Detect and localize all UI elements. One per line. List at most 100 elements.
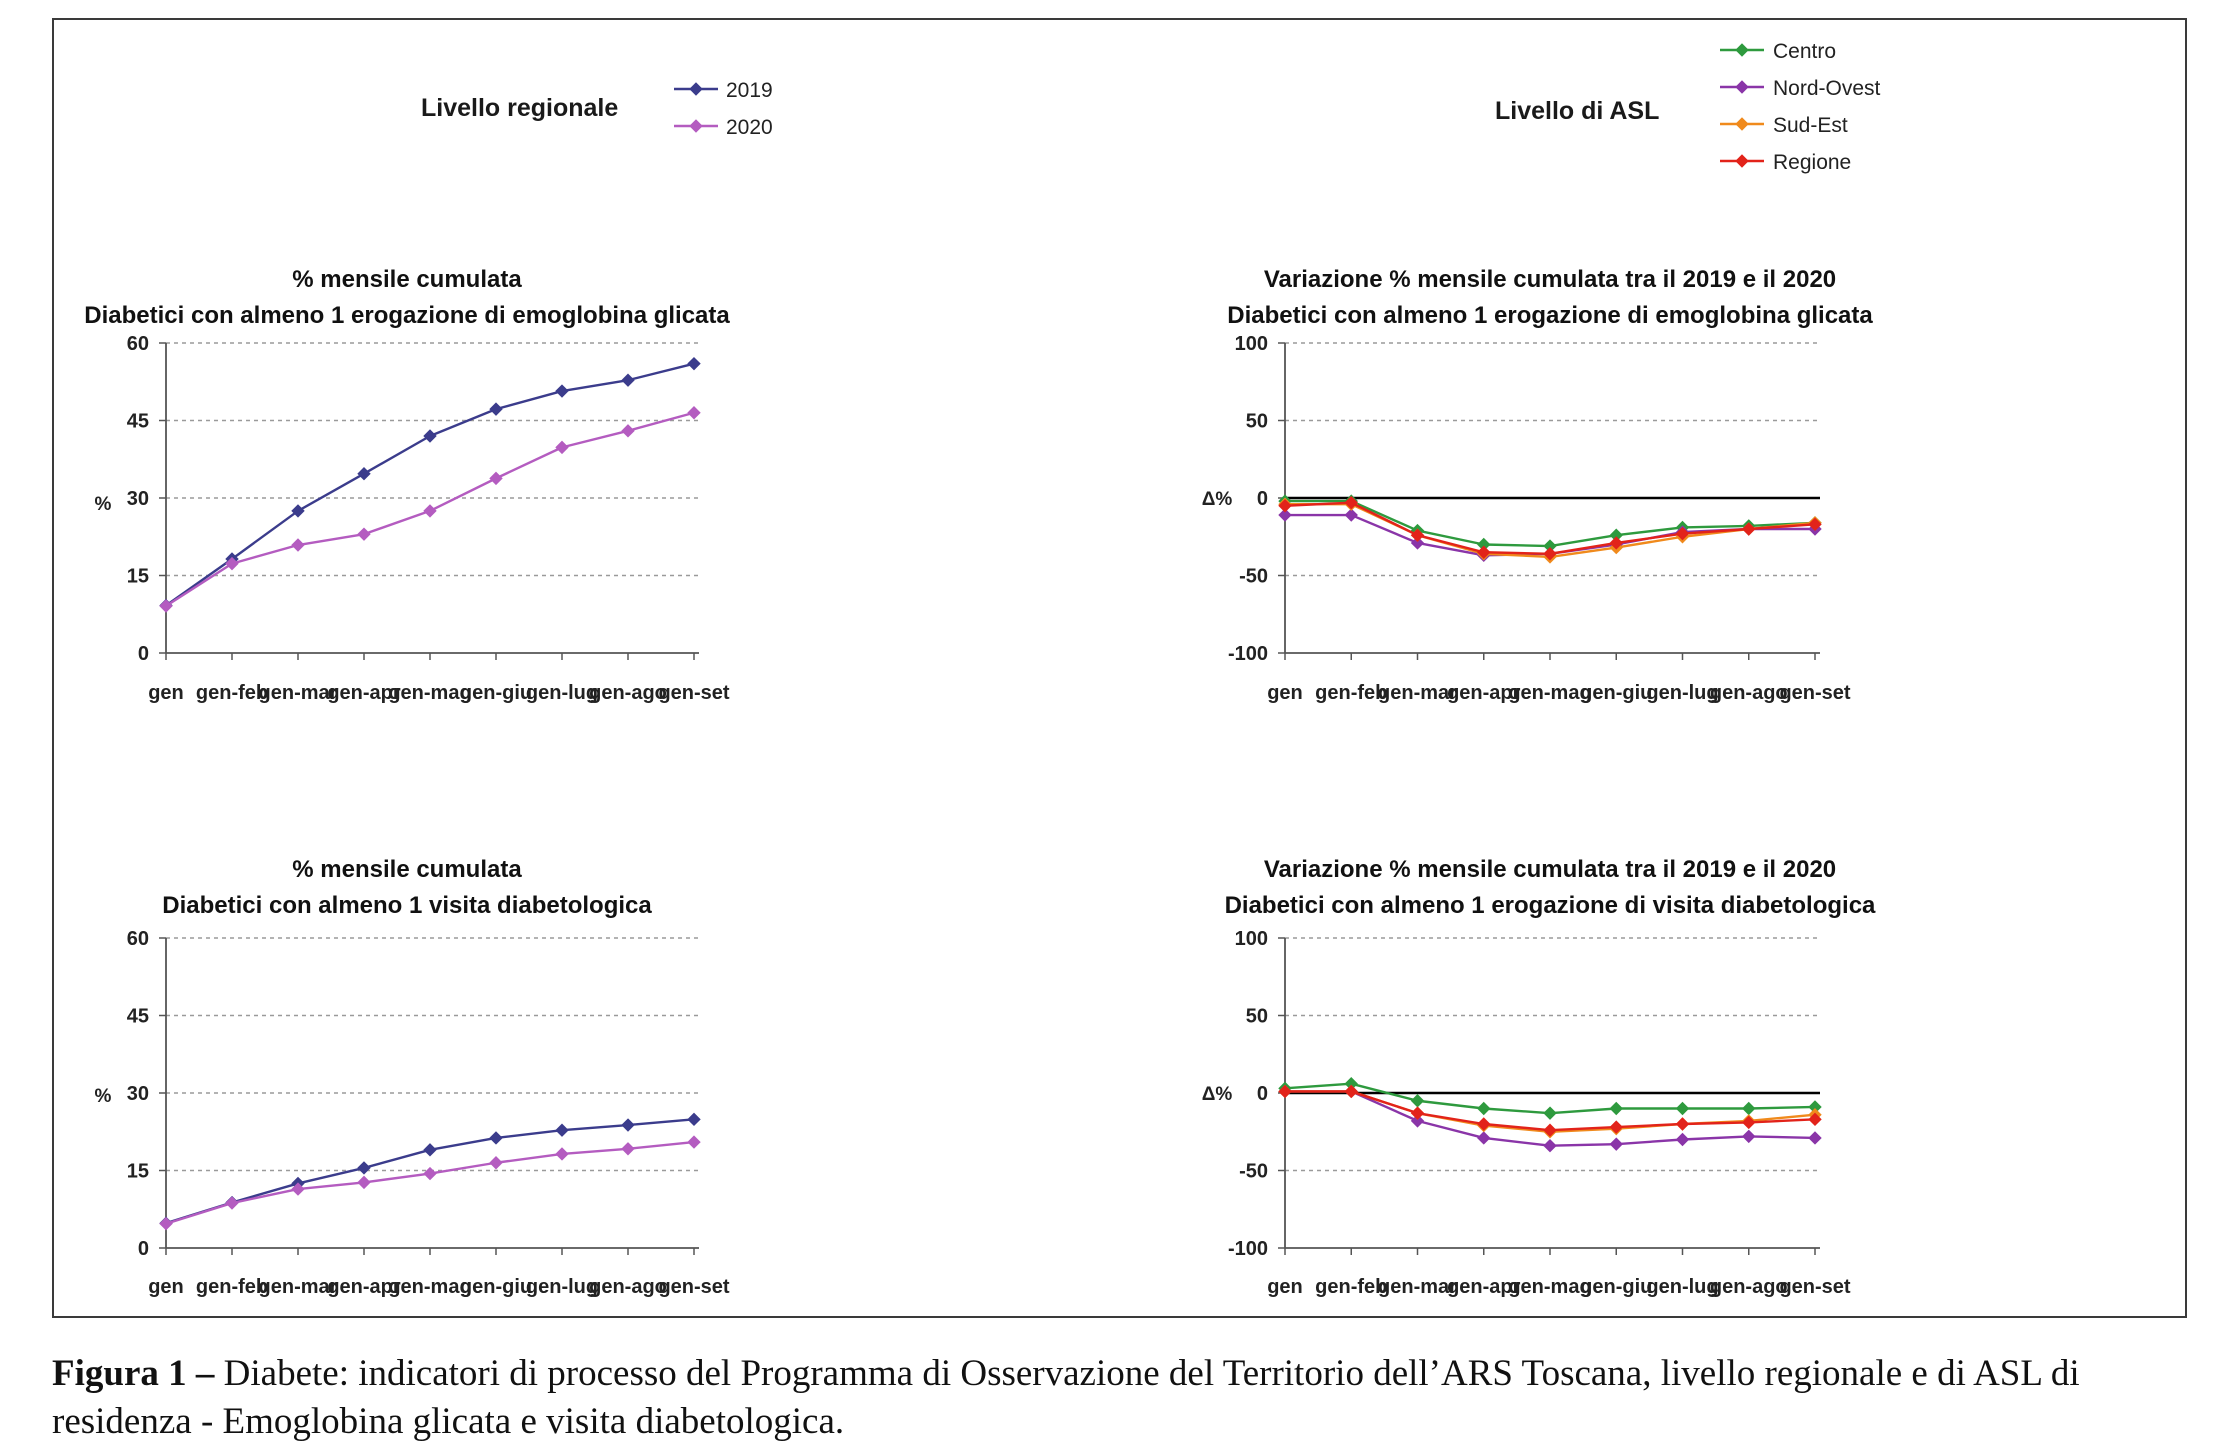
y-tick-label: 100 xyxy=(1235,928,1268,950)
x-tick-label: gen-set xyxy=(1779,682,1850,704)
y-axis-label: Δ% xyxy=(1202,489,1233,510)
x-tick-label: gen-lug xyxy=(526,1276,598,1298)
data-point-centro xyxy=(1410,1094,1425,1108)
x-tick-label: gen-apr xyxy=(327,1276,401,1298)
data-point-nord-ovest xyxy=(1609,1137,1623,1151)
y-axis-label: % xyxy=(95,494,112,515)
y-tick-label: 15 xyxy=(127,566,149,588)
x-tick-label: gen-lug xyxy=(1646,1276,1718,1298)
y-tick-label: 0 xyxy=(1257,488,1268,510)
x-tick-label: gen xyxy=(1267,1276,1303,1298)
y-tick-label: 100 xyxy=(1235,333,1268,355)
data-point-nord-ovest xyxy=(1742,1129,1756,1144)
series-line-2019 xyxy=(165,362,695,607)
data-point-2019 xyxy=(357,467,371,481)
data-point-2020 xyxy=(357,1175,371,1190)
series-centro xyxy=(1278,494,1822,553)
y-axis-label: % xyxy=(95,1086,112,1107)
chart-title: % mensile cumulata xyxy=(292,266,522,293)
legend-marker-sud-est xyxy=(1735,117,1749,131)
legend-label-sud-est: Sud-Est xyxy=(1773,114,1848,137)
y-tick-label: -50 xyxy=(1239,1161,1268,1183)
data-point-regione xyxy=(1278,499,1292,513)
data-point-nord-ovest xyxy=(1675,1132,1690,1147)
legend-marker-nord-ovest xyxy=(1735,80,1749,94)
data-point-regione xyxy=(1410,528,1425,542)
data-point-2019 xyxy=(423,1143,437,1157)
chart-title: Diabetici con almeno 1 erogazione di emo… xyxy=(84,302,730,329)
x-tick-label: gen-set xyxy=(658,682,729,704)
data-point-2020 xyxy=(489,471,503,486)
legend-label-centro: Centro xyxy=(1773,40,1836,63)
legend-marker-2020 xyxy=(689,119,703,133)
data-point-2020 xyxy=(159,599,173,613)
data-point-centro xyxy=(1742,1101,1756,1116)
y-tick-label: 0 xyxy=(138,1238,149,1260)
series-nord-ovest xyxy=(1278,1084,1822,1153)
legend-label-nord-ovest: Nord-Ovest xyxy=(1773,77,1881,100)
x-tick-label: gen-mag xyxy=(1508,1276,1591,1298)
y-tick-label: -100 xyxy=(1228,643,1268,665)
chart-title: % mensile cumulata xyxy=(292,856,522,883)
series-regione xyxy=(1278,495,1822,561)
figure-charts: % mensile cumulata Diabetici con almeno 1… xyxy=(84,40,1881,1298)
y-tick-label: 0 xyxy=(1257,1083,1268,1105)
data-point-2019 xyxy=(555,384,569,398)
y-tick-label: 45 xyxy=(127,411,149,433)
x-tick-label: gen-set xyxy=(1779,1276,1850,1298)
data-point-regione xyxy=(1808,1112,1822,1127)
data-point-nord-ovest xyxy=(1477,1131,1491,1145)
x-tick-label: gen-giu xyxy=(1580,1276,1652,1298)
data-point-2020 xyxy=(621,424,635,438)
data-point-regione xyxy=(1675,1117,1690,1131)
x-tick-label: gen-lug xyxy=(526,682,598,704)
data-point-2020 xyxy=(687,1135,701,1149)
caption-text: Diabete: indicatori di processo del Prog… xyxy=(52,1353,2080,1442)
x-tick-label: gen-ago xyxy=(589,1276,667,1298)
data-point-regione xyxy=(1543,1123,1557,1137)
series-2020 xyxy=(159,1135,701,1231)
legend-marker-centro xyxy=(1735,43,1749,57)
y-tick-label: -50 xyxy=(1239,566,1268,588)
x-tick-label: gen-apr xyxy=(1447,682,1521,704)
x-tick-label: gen-ago xyxy=(1710,1276,1788,1298)
data-point-regione xyxy=(1609,1120,1623,1134)
data-point-2020 xyxy=(555,440,569,455)
legend-label-2019: 2019 xyxy=(726,79,773,102)
data-point-regione xyxy=(1543,547,1557,561)
x-tick-label: gen xyxy=(148,1276,184,1298)
y-tick-label: 30 xyxy=(127,1083,149,1105)
x-tick-label: gen-feb xyxy=(1315,1276,1387,1298)
data-point-2020 xyxy=(423,1166,437,1181)
y-tick-label: 45 xyxy=(127,1006,149,1028)
chart-3: % mensile cumulata Diabetici con almeno 1… xyxy=(95,856,730,1298)
series-regione xyxy=(1278,1084,1822,1137)
data-point-2020 xyxy=(159,1217,173,1231)
data-point-2020 xyxy=(291,1182,305,1196)
x-tick-label: gen-mar xyxy=(259,1276,338,1298)
data-point-regione xyxy=(1344,1084,1358,1099)
legend-marker-regione xyxy=(1735,154,1749,168)
data-point-centro xyxy=(1609,1101,1623,1116)
x-tick-label: gen-feb xyxy=(196,682,268,704)
x-tick-label: gen xyxy=(148,682,184,704)
x-tick-label: gen-giu xyxy=(460,682,532,704)
x-tick-label: gen-mar xyxy=(1378,682,1457,704)
y-tick-label: 50 xyxy=(1246,1006,1268,1028)
data-point-2019 xyxy=(687,1112,701,1127)
chart-title: Diabetici con almeno 1 visita diabetolog… xyxy=(162,892,652,919)
data-point-2019 xyxy=(555,1123,569,1137)
y-tick-label: 50 xyxy=(1246,411,1268,433)
data-point-2020 xyxy=(291,538,305,552)
x-tick-label: gen-feb xyxy=(196,1276,268,1298)
data-point-2019 xyxy=(621,1118,635,1132)
data-point-regione xyxy=(1742,522,1756,536)
x-tick-label: gen-ago xyxy=(1710,682,1788,704)
data-point-2020 xyxy=(621,1142,635,1156)
data-point-regione xyxy=(1808,517,1822,532)
y-tick-label: 0 xyxy=(138,643,149,665)
data-point-nord-ovest xyxy=(1543,1138,1557,1153)
caption-label: Figura 1 – xyxy=(52,1353,215,1394)
figure-panel: % mensile cumulata Diabetici con almeno 1… xyxy=(52,18,2187,1318)
y-tick-label: 30 xyxy=(127,488,149,510)
